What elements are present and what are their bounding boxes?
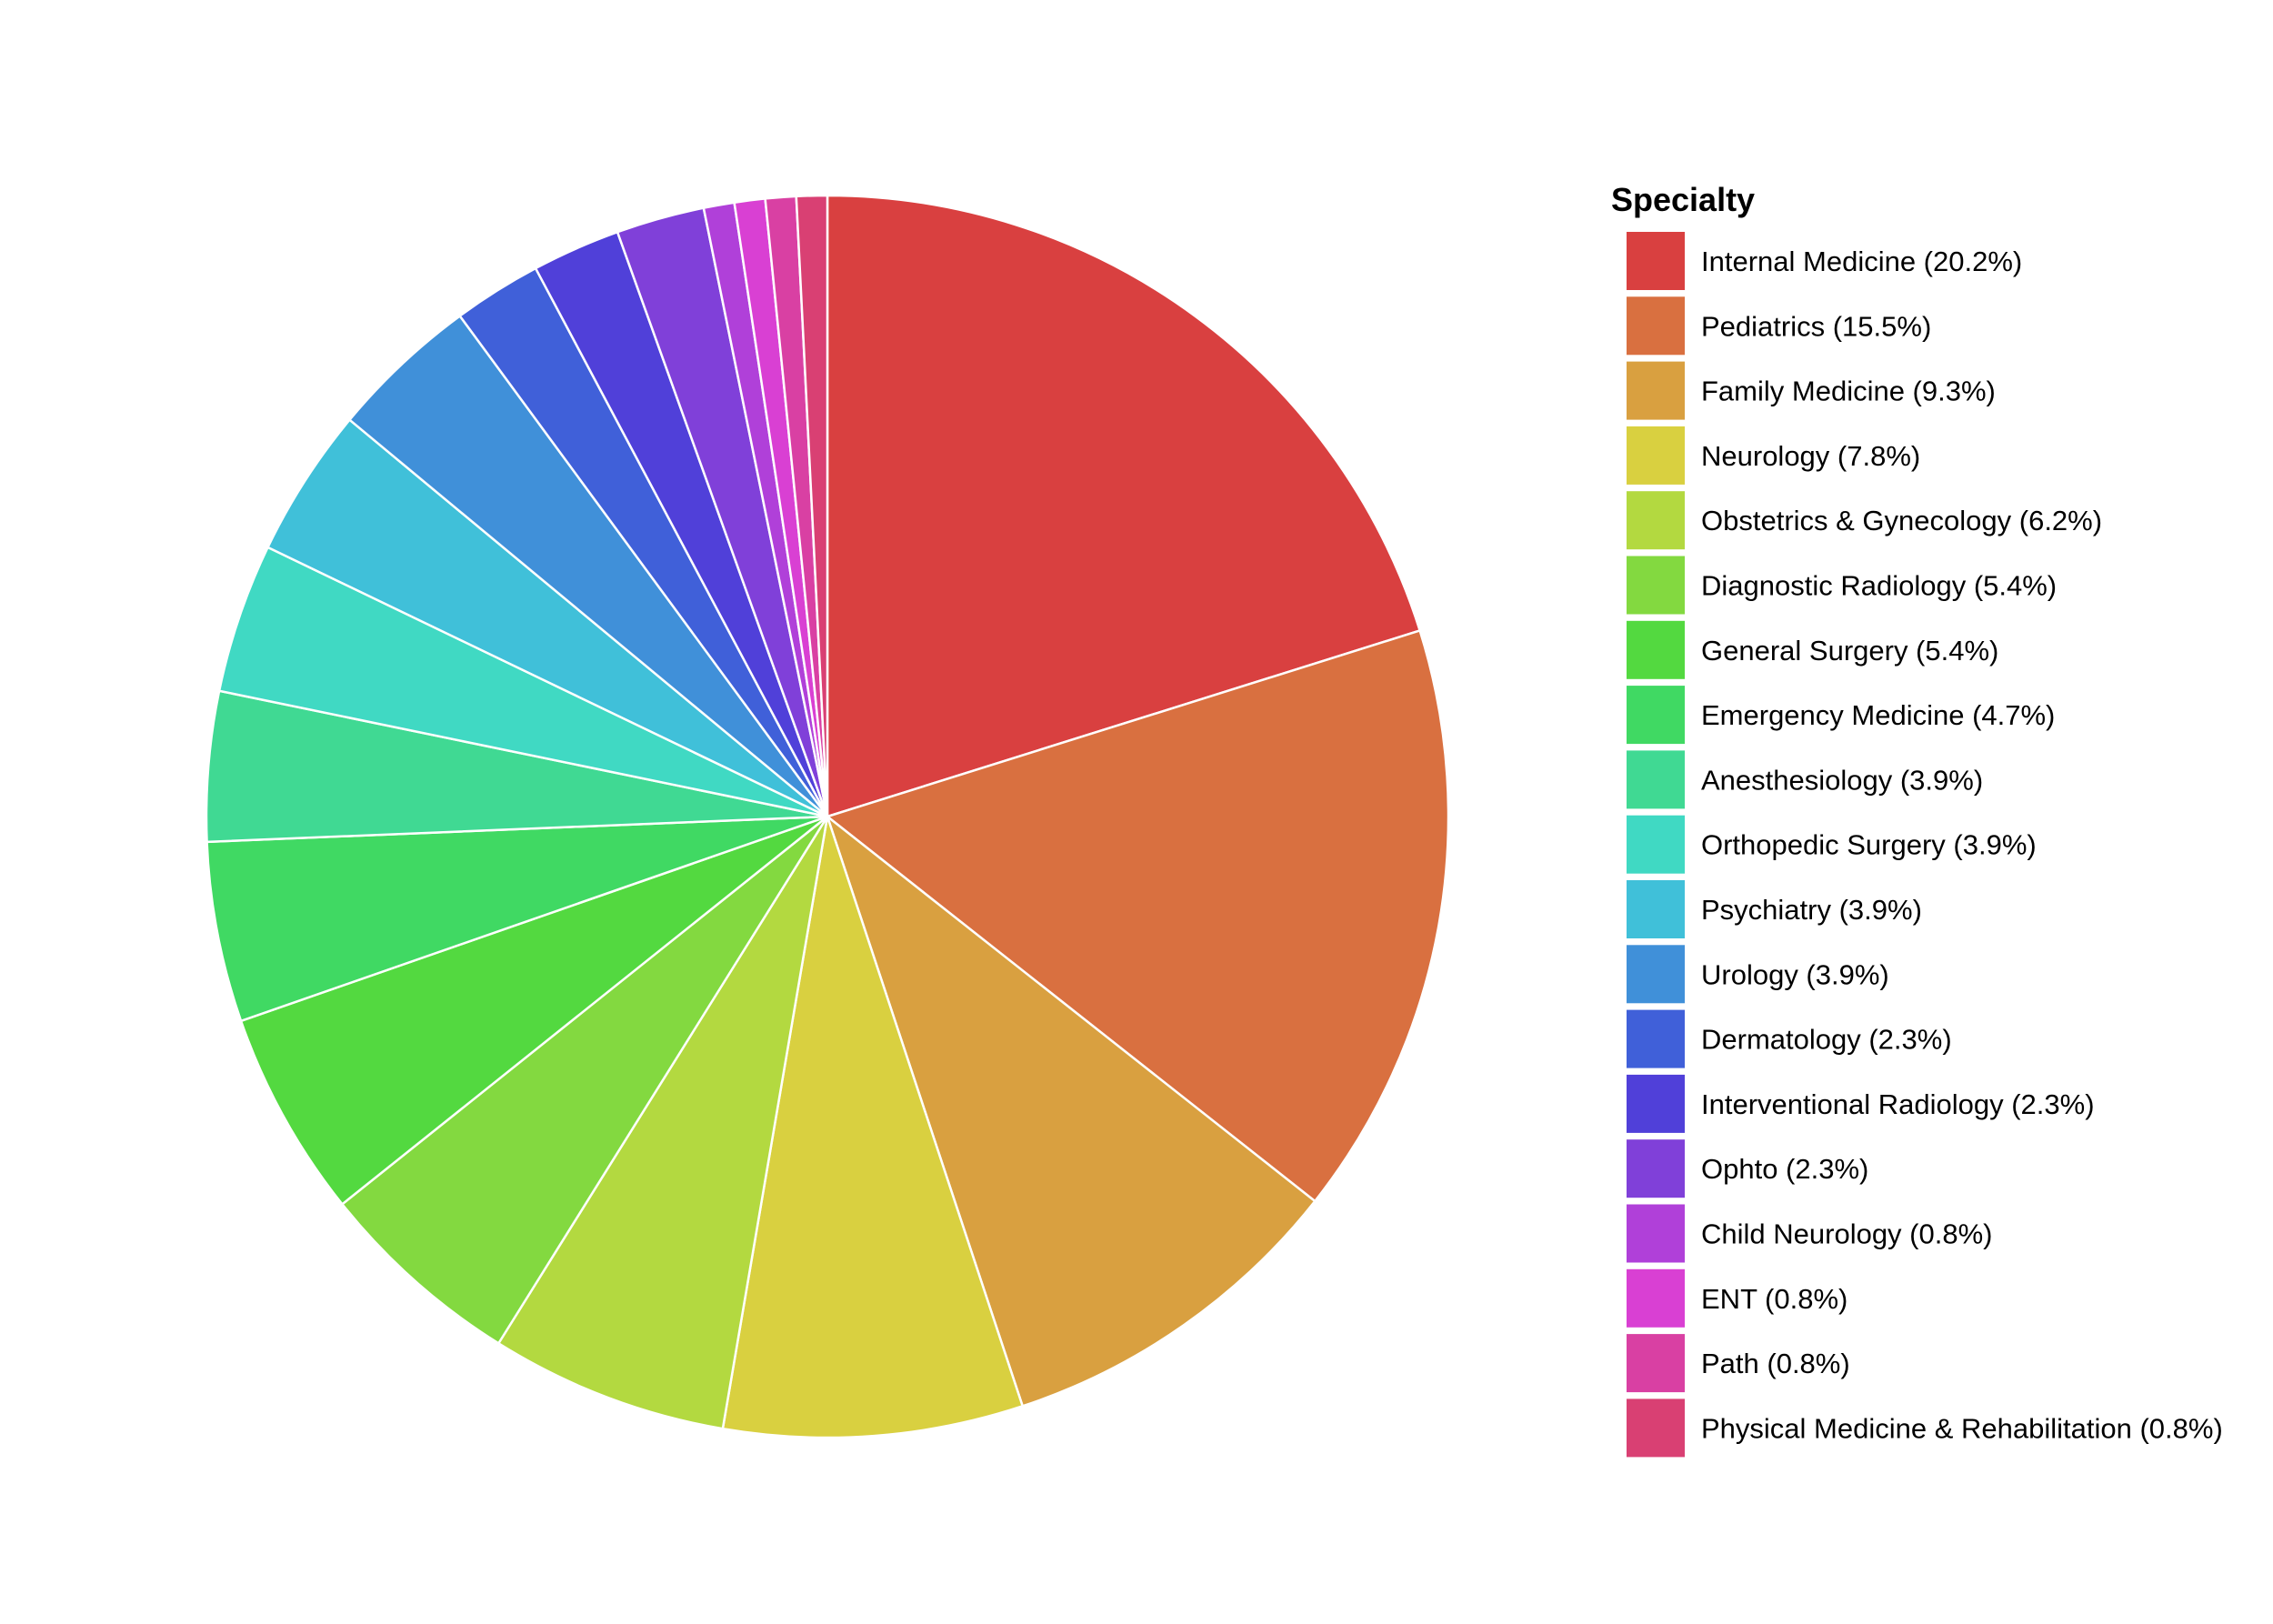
legend-label-family-medicine: Family Medicine (9.3%) bbox=[1701, 376, 1996, 407]
legend-label-psychiatry: Psychiatry (3.9%) bbox=[1701, 894, 1922, 926]
legend-item-obstetrics-gynecology: Obstetrics & Gynecology (6.2%) bbox=[1625, 489, 2102, 552]
pie-slice-physical-medicine-rehabilitation bbox=[795, 194, 829, 818]
legend-label-general-surgery: General Surgery (5.4%) bbox=[1701, 635, 1998, 667]
legend-item-child-neurology: Child Neurology (0.8%) bbox=[1625, 1202, 1992, 1265]
legend-item-emergency-medicine: Emergency Medicine (4.7%) bbox=[1625, 684, 2055, 747]
legend-label-interventional-radiology: Interventional Radiology (2.3%) bbox=[1701, 1088, 2095, 1120]
legend-label-neurology: Neurology (7.8%) bbox=[1701, 440, 1920, 472]
pie-slice-diagnostic-radiology bbox=[341, 815, 829, 1345]
legend-key-dermatology bbox=[1625, 1007, 1687, 1070]
legend-key-obstetrics-gynecology bbox=[1625, 489, 1687, 552]
legend-key-interventional-radiology bbox=[1625, 1072, 1687, 1135]
legend-key-internal-medicine bbox=[1625, 230, 1687, 292]
pie-slice-pediatrics bbox=[826, 629, 1450, 1203]
pie-slice-general-surgery bbox=[239, 815, 829, 1206]
legend-item-family-medicine: Family Medicine (9.3%) bbox=[1625, 359, 1996, 422]
legend: Specialty Internal Medicine (20.2%) Pedia… bbox=[1611, 181, 2223, 1459]
legend-item-psychiatry: Psychiatry (3.9%) bbox=[1625, 878, 1922, 940]
pie-slice-obstetrics-gynecology bbox=[497, 815, 829, 1430]
legend-label-ent: ENT (0.8%) bbox=[1701, 1283, 1847, 1315]
legend-item-anesthesiology: Anesthesiology (3.9%) bbox=[1625, 748, 1983, 811]
legend-label-urology: Urology (3.9%) bbox=[1701, 958, 1889, 990]
legend-key-ophto bbox=[1625, 1138, 1687, 1200]
legend-item-orthopedic-surgery: Orthopedic Surgery (3.9%) bbox=[1625, 813, 2037, 876]
legend-item-urology: Urology (3.9%) bbox=[1625, 943, 1889, 1006]
legend-key-diagnostic-radiology bbox=[1625, 554, 1687, 617]
legend-items: Internal Medicine (20.2%) Pediatrics (15.… bbox=[1625, 230, 2223, 1459]
legend-key-urology bbox=[1625, 943, 1687, 1006]
legend-key-neurology bbox=[1625, 424, 1687, 486]
legend-key-emergency-medicine bbox=[1625, 684, 1687, 747]
legend-label-emergency-medicine: Emergency Medicine (4.7%) bbox=[1701, 699, 2055, 731]
pie-slices bbox=[205, 194, 1450, 1439]
legend-key-path bbox=[1625, 1332, 1687, 1395]
legend-key-physical-medicine-rehabilitation bbox=[1625, 1397, 1687, 1459]
legend-key-general-surgery bbox=[1625, 618, 1687, 681]
legend-label-path: Path (0.8%) bbox=[1701, 1348, 1850, 1379]
legend-item-path: Path (0.8%) bbox=[1625, 1332, 1850, 1395]
legend-label-ophto: Ophto (2.3%) bbox=[1701, 1153, 1868, 1185]
legend-label-internal-medicine: Internal Medicine (20.2%) bbox=[1701, 246, 2022, 277]
pie-slice-family-medicine bbox=[826, 815, 1317, 1408]
legend-key-psychiatry bbox=[1625, 878, 1687, 940]
legend-key-orthopedic-surgery bbox=[1625, 813, 1687, 876]
legend-label-child-neurology: Child Neurology (0.8%) bbox=[1701, 1218, 1992, 1250]
legend-key-family-medicine bbox=[1625, 359, 1687, 422]
legend-item-ent: ENT (0.8%) bbox=[1625, 1267, 1847, 1329]
legend-item-interventional-radiology: Interventional Radiology (2.3%) bbox=[1625, 1072, 2095, 1135]
legend-item-physical-medicine-rehabilitation: Physical Medicine & Rehabilitation (0.8%… bbox=[1625, 1397, 2223, 1459]
legend-item-general-surgery: General Surgery (5.4%) bbox=[1625, 618, 1998, 681]
legend-item-internal-medicine: Internal Medicine (20.2%) bbox=[1625, 230, 2022, 292]
legend-key-ent bbox=[1625, 1267, 1687, 1329]
legend-title: Specialty bbox=[1611, 181, 1755, 218]
legend-item-dermatology: Dermatology (2.3%) bbox=[1625, 1007, 1952, 1070]
legend-key-child-neurology bbox=[1625, 1202, 1687, 1265]
legend-label-anesthesiology: Anesthesiology (3.9%) bbox=[1701, 764, 1983, 796]
legend-label-diagnostic-radiology: Diagnostic Radiology (5.4%) bbox=[1701, 570, 2057, 602]
legend-item-ophto: Ophto (2.3%) bbox=[1625, 1138, 1868, 1200]
legend-key-anesthesiology bbox=[1625, 748, 1687, 811]
legend-item-pediatrics: Pediatrics (15.5%) bbox=[1625, 295, 1931, 357]
legend-label-dermatology: Dermatology (2.3%) bbox=[1701, 1024, 1952, 1056]
pie-slice-internal-medicine bbox=[826, 194, 1421, 818]
legend-label-orthopedic-surgery: Orthopedic Surgery (3.9%) bbox=[1701, 829, 2037, 861]
pie-slice-emergency-medicine bbox=[205, 815, 829, 1023]
legend-label-obstetrics-gynecology: Obstetrics & Gynecology (6.2%) bbox=[1701, 505, 2102, 536]
legend-label-pediatrics: Pediatrics (15.5%) bbox=[1701, 310, 1931, 342]
legend-label-physical-medicine-rehabilitation: Physical Medicine & Rehabilitation (0.8%… bbox=[1701, 1412, 2223, 1444]
pie-slice-neurology bbox=[721, 815, 1024, 1439]
legend-item-diagnostic-radiology: Diagnostic Radiology (5.4%) bbox=[1625, 554, 2057, 617]
legend-key-pediatrics bbox=[1625, 295, 1687, 357]
legend-item-neurology: Neurology (7.8%) bbox=[1625, 424, 1920, 486]
